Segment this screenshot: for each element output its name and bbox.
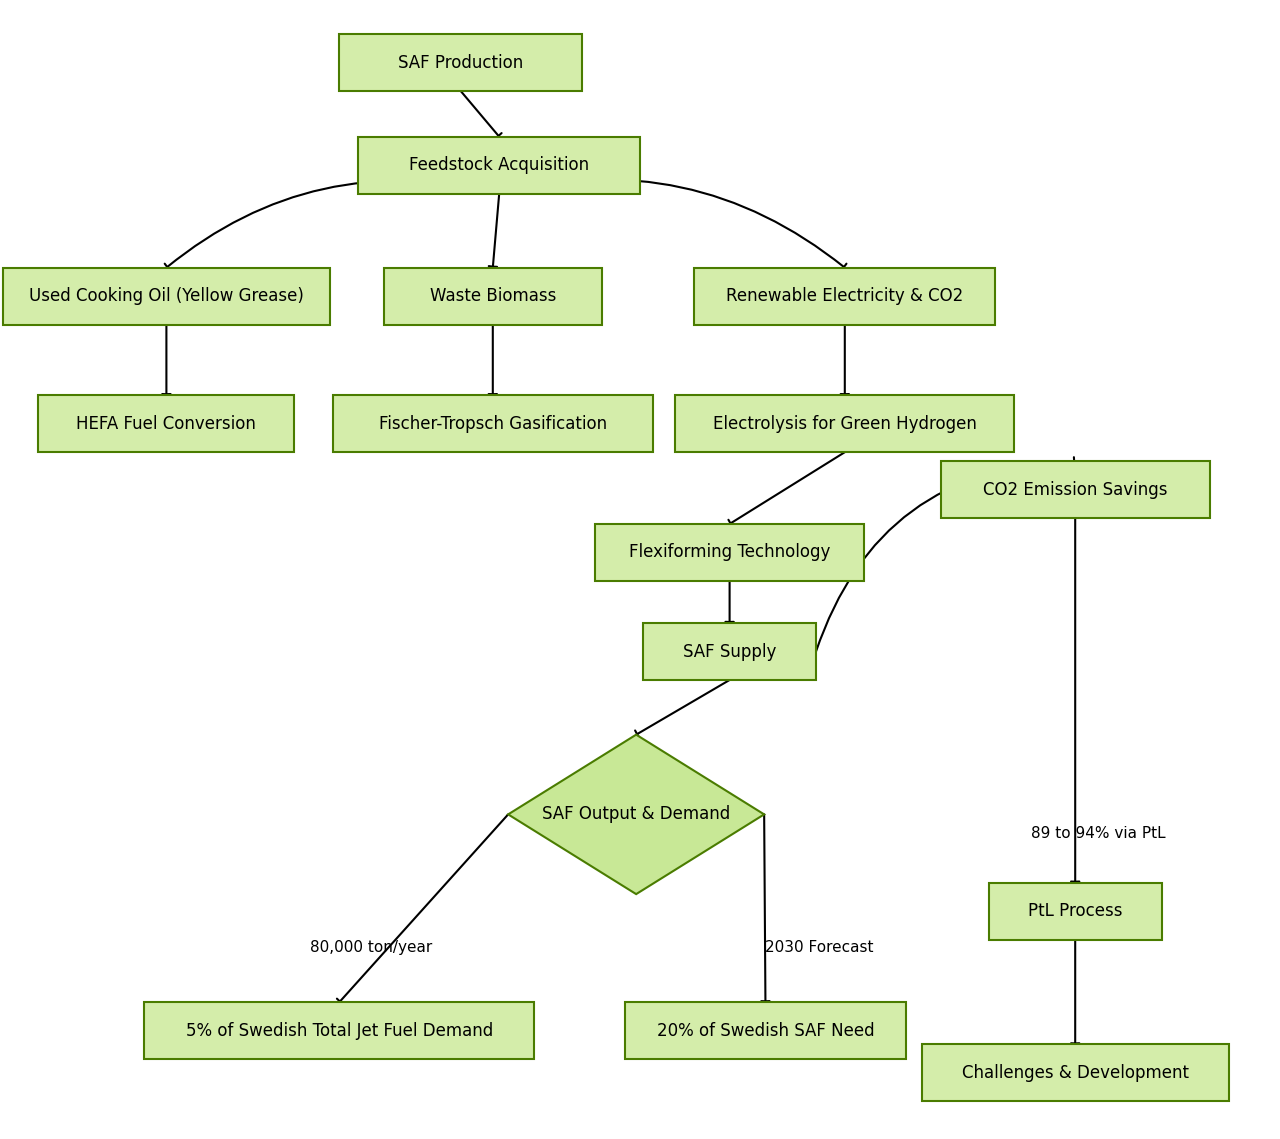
Bar bbox=[38, 395, 294, 452]
Text: Flexiforming Technology: Flexiforming Technology bbox=[628, 543, 831, 562]
Text: SAF Production: SAF Production bbox=[398, 54, 524, 72]
Bar bbox=[694, 268, 996, 325]
Bar bbox=[384, 268, 602, 325]
Bar bbox=[145, 1002, 535, 1059]
Text: Used Cooking Oil (Yellow Grease): Used Cooking Oil (Yellow Grease) bbox=[29, 287, 303, 305]
Text: Feedstock Acquisition: Feedstock Acquisition bbox=[410, 156, 589, 174]
Bar bbox=[339, 34, 582, 91]
Text: HEFA Fuel Conversion: HEFA Fuel Conversion bbox=[77, 415, 256, 433]
Bar bbox=[988, 883, 1162, 940]
Bar bbox=[595, 524, 864, 581]
Text: PtL Process: PtL Process bbox=[1028, 902, 1123, 920]
Bar bbox=[941, 461, 1210, 518]
Text: CO2 Emission Savings: CO2 Emission Savings bbox=[983, 481, 1167, 499]
Bar bbox=[676, 395, 1015, 452]
Polygon shape bbox=[508, 735, 764, 894]
Bar bbox=[643, 623, 817, 680]
Bar bbox=[358, 137, 640, 194]
Text: Electrolysis for Green Hydrogen: Electrolysis for Green Hydrogen bbox=[713, 415, 977, 433]
Text: Renewable Electricity & CO2: Renewable Electricity & CO2 bbox=[726, 287, 964, 305]
Text: Waste Biomass: Waste Biomass bbox=[430, 287, 556, 305]
Text: SAF Supply: SAF Supply bbox=[684, 642, 776, 661]
Bar bbox=[922, 1044, 1229, 1101]
Bar bbox=[625, 1002, 906, 1059]
Text: 80,000 ton/year: 80,000 ton/year bbox=[310, 940, 433, 956]
Text: Challenges & Development: Challenges & Development bbox=[961, 1064, 1189, 1082]
Text: 89 to 94% via PtL: 89 to 94% via PtL bbox=[1030, 826, 1166, 842]
Text: SAF Output & Demand: SAF Output & Demand bbox=[541, 805, 731, 823]
Text: 20% of Swedish SAF Need: 20% of Swedish SAF Need bbox=[657, 1022, 874, 1040]
Text: 5% of Swedish Total Jet Fuel Demand: 5% of Swedish Total Jet Fuel Demand bbox=[186, 1022, 493, 1040]
Text: 2030 Forecast: 2030 Forecast bbox=[765, 940, 873, 956]
Bar bbox=[4, 268, 330, 325]
Bar bbox=[333, 395, 653, 452]
Text: Fischer-Tropsch Gasification: Fischer-Tropsch Gasification bbox=[379, 415, 607, 433]
